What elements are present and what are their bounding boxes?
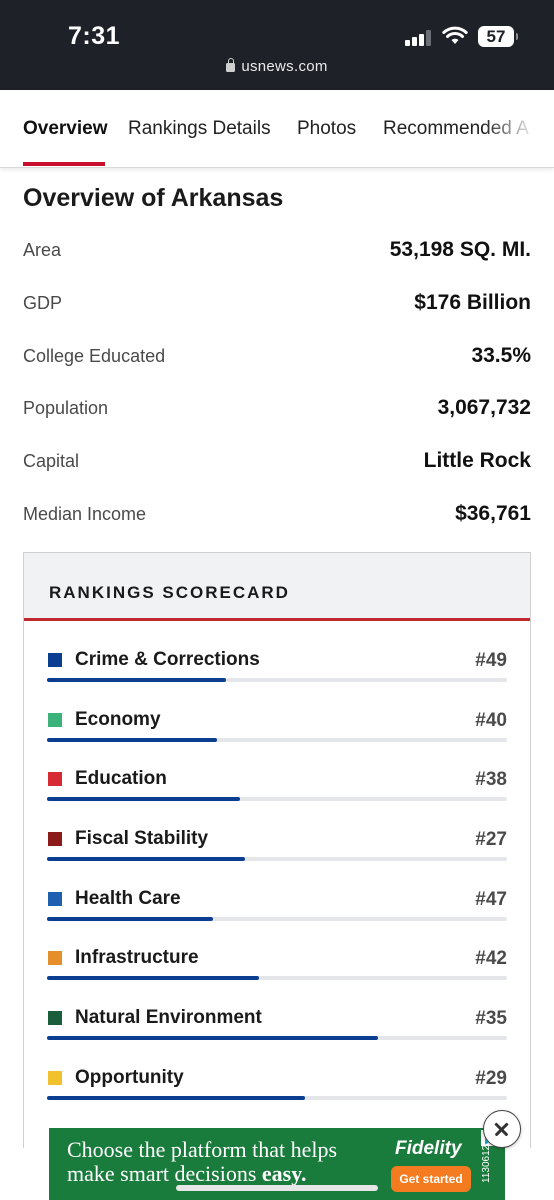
rank-progress-fill	[47, 1036, 379, 1041]
rank-number: #38	[475, 769, 507, 791]
category-swatch	[48, 712, 62, 727]
category-swatch	[48, 891, 62, 906]
battery-icon: 57	[478, 26, 518, 47]
rank-progress-track	[47, 737, 507, 742]
rank-category-name: Fiscal Stability	[75, 828, 209, 850]
address-bar[interactable]: usnews.com	[0, 58, 554, 75]
rank-item-crime-corrections[interactable]: Crime & Corrections #49	[47, 641, 507, 701]
ad-line-2-emphasis: easy.	[261, 1161, 307, 1186]
rank-progress-track	[47, 797, 507, 802]
rank-item-infrastructure[interactable]: Infrastructure #42	[47, 939, 507, 999]
fact-value: 53,198 SQ. MI.	[389, 238, 531, 261]
rank-progress-track	[47, 857, 507, 862]
category-swatch	[48, 653, 62, 667]
rank-progress-track	[47, 976, 507, 981]
category-swatch	[48, 1011, 62, 1026]
rank-number: #29	[475, 1067, 507, 1089]
fact-value: Little Rock	[423, 449, 531, 473]
fact-row-median-income: Median Income $36,761	[23, 490, 531, 543]
fact-label: Population	[23, 398, 109, 419]
ad-line-2: make smart decisions	[67, 1161, 262, 1186]
rank-number: #42	[475, 948, 507, 970]
rank-list: Crime & Corrections #49 Economy #40 Educ…	[47, 641, 507, 1119]
ad-line-1: Choose the platform that helps	[67, 1137, 338, 1162]
rank-number: #49	[475, 650, 507, 671]
rank-number: #47	[475, 888, 507, 910]
rankings-scorecard: RANKINGS SCORECARD Crime & Corrections #…	[23, 552, 531, 1148]
fact-row-college-educated: College Educated 33.5%	[23, 332, 531, 385]
status-bar: 7:31 57 usnews.com	[0, 0, 554, 90]
fact-row-area: Area 53,198 SQ. MI.	[23, 226, 531, 279]
rank-category-name: Education	[75, 768, 167, 790]
fact-label: College Educated	[23, 345, 166, 366]
rank-item-economy[interactable]: Economy #40	[47, 701, 507, 761]
tab-photos[interactable]: Photos	[297, 118, 357, 139]
ad-headline: Choose the platform that helps make smar…	[67, 1138, 387, 1186]
rank-number: #40	[475, 709, 507, 731]
rank-progress-fill	[47, 737, 218, 742]
tab-scroll-fade	[484, 90, 554, 167]
rank-item-opportunity[interactable]: Opportunity #29	[47, 1059, 507, 1119]
rank-progress-fill	[47, 678, 227, 682]
close-ad-button[interactable]	[483, 1110, 521, 1148]
rank-progress-track	[47, 1036, 507, 1041]
category-swatch	[48, 1070, 62, 1085]
rank-number: #35	[475, 1008, 507, 1030]
fact-label: Area	[23, 240, 62, 260]
fact-label: Capital	[23, 451, 80, 472]
rank-category-name: Opportunity	[75, 1066, 184, 1088]
rank-item-natural-environment[interactable]: Natural Environment #35	[47, 999, 507, 1059]
facts-list: Area 53,198 SQ. MI. GDP $176 Billion Col…	[23, 226, 531, 543]
page-title: Overview of Arkansas	[23, 184, 284, 212]
fact-row-population: Population 3,067,732	[23, 384, 531, 437]
rank-item-health-care[interactable]: Health Care #47	[47, 880, 507, 940]
fact-label: GDP	[23, 292, 63, 313]
rank-category-name: Natural Environment	[75, 1007, 262, 1029]
fact-value: $176 Billion	[414, 290, 531, 314]
rank-progress-fill	[47, 976, 259, 981]
rank-item-education[interactable]: Education #38	[47, 760, 507, 820]
fact-value: 33.5%	[471, 343, 531, 367]
scorecard-header: RANKINGS SCORECARD	[24, 553, 530, 621]
category-swatch	[48, 832, 62, 847]
rank-progress-track	[47, 678, 507, 682]
section-tabs: Overview Rankings Details Photos Recomme…	[0, 90, 554, 168]
ad-brand-logo: Fidelity	[395, 1138, 462, 1159]
rank-category-name: Crime & Corrections	[75, 649, 260, 670]
fact-value: 3,067,732	[437, 396, 531, 420]
fact-row-gdp: GDP $176 Billion	[23, 279, 531, 332]
wifi-icon	[442, 26, 468, 44]
rank-item-fiscal-stability[interactable]: Fiscal Stability #27	[47, 820, 507, 880]
rank-progress-fill	[47, 916, 213, 921]
rank-progress-fill	[47, 1095, 305, 1100]
active-tab-indicator	[23, 162, 105, 166]
fact-value: $36,761	[455, 501, 531, 525]
rank-category-name: Health Care	[75, 887, 181, 909]
rank-progress-fill	[47, 857, 245, 862]
tab-rankings-details[interactable]: Rankings Details	[128, 118, 271, 139]
scorecard-title: RANKINGS SCORECARD	[49, 583, 290, 602]
fact-row-capital: Capital Little Rock	[23, 437, 531, 490]
rank-category-name: Infrastructure	[75, 947, 199, 969]
lock-icon	[226, 58, 236, 72]
category-swatch	[48, 772, 62, 787]
signal-icon	[405, 30, 433, 46]
rank-number: #27	[475, 829, 507, 851]
rank-category-name: Economy	[75, 708, 161, 730]
rank-progress-fill	[47, 797, 241, 802]
clock-time: 7:31	[68, 22, 121, 50]
rank-progress-track	[47, 916, 507, 921]
fact-label: Median Income	[23, 503, 147, 524]
home-indicator[interactable]	[176, 1185, 378, 1191]
ad-get-started-button[interactable]: Get started	[391, 1166, 471, 1192]
ad-banner[interactable]: Choose the platform that helps make smar…	[49, 1128, 505, 1200]
url-text: usnews.com	[241, 58, 328, 75]
rank-progress-track	[47, 1095, 507, 1100]
category-swatch	[48, 951, 62, 966]
tab-overview[interactable]: Overview	[23, 118, 108, 139]
